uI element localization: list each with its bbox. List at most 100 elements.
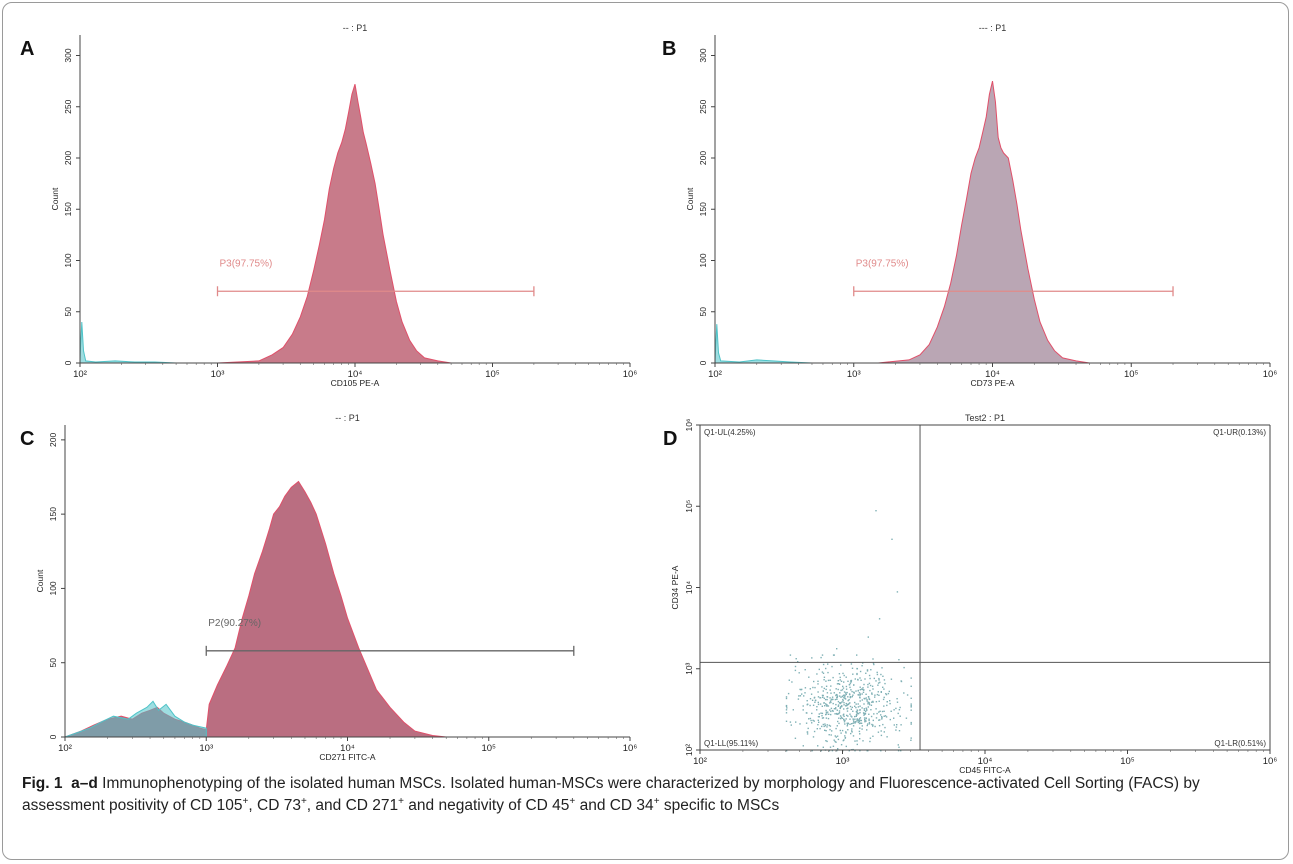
scatter-point	[828, 713, 830, 715]
scatter-point	[860, 722, 863, 724]
scatter-point	[867, 636, 869, 638]
scatter-point	[835, 703, 837, 706]
scatter-point	[811, 750, 813, 752]
scatter-point	[821, 717, 824, 719]
scatter-point	[838, 712, 841, 714]
scatter-point	[854, 740, 856, 742]
y-tick-label-b: 50	[698, 307, 708, 317]
scatter-point	[823, 702, 825, 704]
scatter-point	[856, 667, 858, 670]
scatter-point	[812, 704, 815, 706]
scatter-point	[869, 684, 872, 687]
scatter-point	[852, 725, 855, 727]
scatter-point	[843, 718, 845, 720]
scatter-point	[859, 700, 861, 702]
x-tick-label-c: 10⁶	[623, 743, 638, 754]
scatter-point	[839, 695, 841, 697]
scatter-point	[816, 673, 818, 675]
scatter-point	[847, 707, 849, 709]
scatter-point	[858, 719, 860, 721]
scatter-point	[830, 685, 832, 687]
scatter-point	[819, 703, 822, 705]
scatter-point	[809, 698, 812, 700]
scatter-point	[863, 689, 865, 691]
quadrant-label-ll: Q1-LL(95.11%)	[704, 739, 758, 748]
scatter-point	[808, 718, 810, 720]
scatter-point	[810, 719, 812, 722]
scatter-point	[845, 692, 847, 694]
scatter-point	[847, 729, 849, 731]
scatter-point	[813, 680, 815, 683]
scatter-point	[785, 712, 788, 714]
scatter-point	[785, 696, 788, 698]
scatter-point	[879, 681, 881, 684]
scatter-point	[882, 698, 885, 701]
scatter-point	[874, 696, 876, 698]
scatter-point	[827, 711, 829, 713]
scatter-point	[863, 703, 865, 705]
scatter-point	[843, 674, 845, 677]
scatter-point	[807, 727, 809, 730]
scatter-point	[877, 682, 880, 684]
scatter-point	[852, 719, 855, 721]
scatter-point	[802, 709, 804, 711]
scatter-point	[835, 712, 838, 715]
scatter-point	[790, 724, 792, 726]
scatter-point	[843, 691, 846, 693]
caption-text-2: , CD 73	[248, 797, 301, 814]
scatter-point	[878, 679, 880, 681]
scatter-point	[868, 721, 871, 724]
scatter-point	[846, 725, 848, 727]
scatter-point	[849, 702, 851, 704]
scatter-point	[825, 703, 827, 705]
scatter-point	[820, 750, 822, 752]
scatter-point	[884, 726, 886, 729]
scatter-point	[879, 710, 881, 712]
scatter-point	[833, 739, 835, 741]
scatter-point	[823, 679, 825, 681]
scatter-point	[883, 688, 885, 690]
scatter-point	[829, 679, 831, 681]
scatter-point	[844, 719, 846, 722]
scatter-point	[898, 730, 901, 732]
scatter-point	[832, 702, 834, 705]
scatter-point	[843, 708, 845, 710]
scatter-point	[785, 750, 788, 752]
scatter-point	[848, 683, 851, 686]
scatter-point	[883, 705, 885, 707]
scatter-point	[874, 725, 876, 728]
scatter-point	[817, 745, 819, 747]
scatter-point	[845, 731, 847, 733]
scatter-point	[852, 694, 854, 696]
scatter-point	[895, 726, 898, 728]
y-tick-label-a: 250	[63, 99, 73, 113]
scatter-point	[864, 719, 866, 722]
scatter-point	[842, 687, 845, 689]
gate-label-a: P3(97.75%)	[220, 258, 273, 269]
scatter-point	[864, 719, 866, 721]
scatter-point	[872, 735, 874, 737]
quadrant-label-ul: Q1-UL(4.25%)	[704, 428, 756, 437]
scatter-point	[910, 721, 912, 724]
scatter-point	[830, 701, 832, 704]
scatter-point	[865, 707, 867, 709]
scatter-point	[910, 685, 912, 687]
scatter-point	[821, 705, 823, 707]
scatter-point	[853, 720, 855, 723]
scatter-point	[837, 704, 840, 706]
scatter-point	[829, 700, 832, 702]
scatter-point	[809, 717, 812, 720]
scatter-point	[817, 683, 819, 685]
scatter-point	[831, 750, 834, 752]
scatter-point	[801, 693, 803, 695]
scatter-point	[864, 678, 866, 680]
scatter-point	[835, 693, 838, 696]
x-tick-label-a: 10⁴	[348, 369, 363, 380]
scatter-point	[857, 689, 859, 692]
scatter-point	[828, 734, 830, 736]
scatter-point	[910, 709, 912, 711]
scatter-point	[844, 737, 846, 739]
scatter-point	[833, 692, 835, 694]
scatter-point	[839, 706, 842, 708]
scatter-point	[817, 696, 820, 698]
